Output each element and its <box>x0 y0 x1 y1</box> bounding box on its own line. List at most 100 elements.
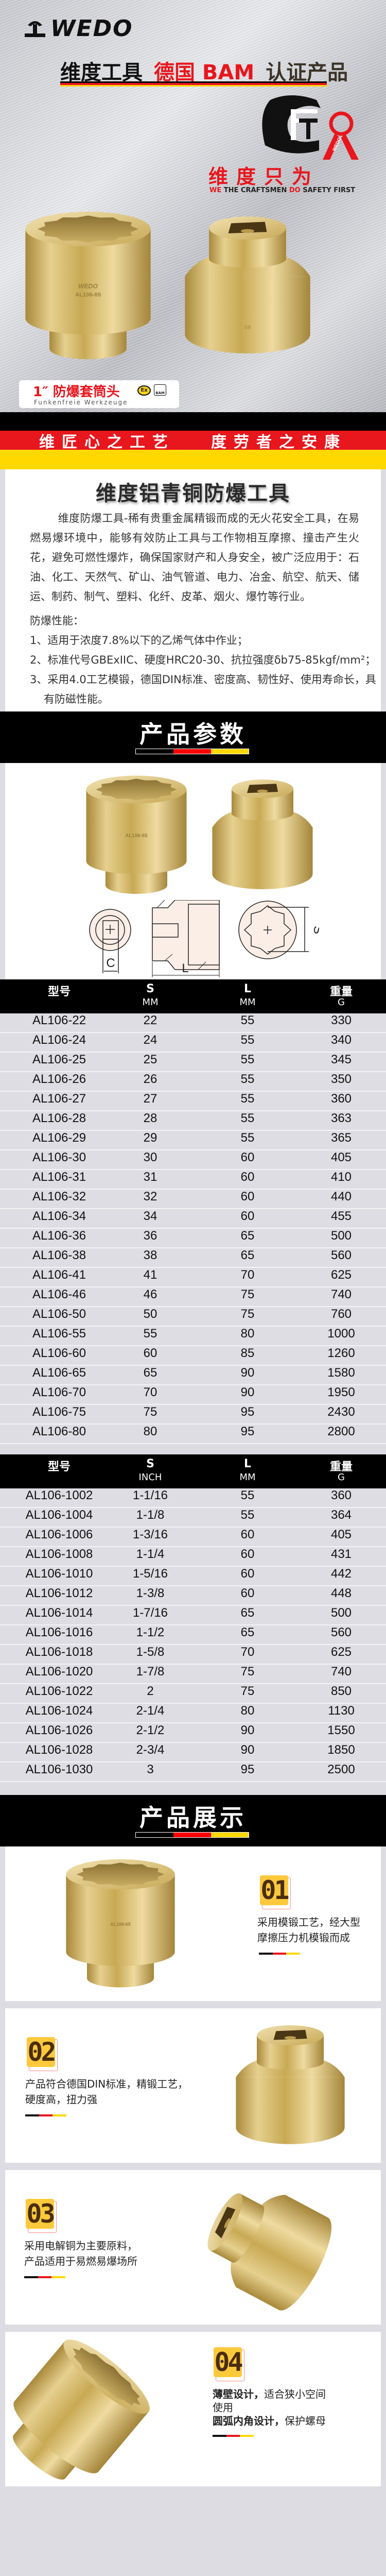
table-header: 型号 S INCH L MM 重量 G <box>0 1454 386 1488</box>
feature-number-badge: 03 <box>26 2199 57 2233</box>
table-row: AL106-29 29 55 365 <box>0 1131 386 1150</box>
feature-line-bold: 薄壁设计， <box>213 2388 264 2400</box>
cell-model: AL106-1022 <box>25 1684 93 1698</box>
cell-model: AL106-65 <box>32 1366 86 1380</box>
cell-model: AL106-30 <box>32 1150 86 1164</box>
cell-l: 55 <box>240 1092 255 1106</box>
cell-l: 60 <box>240 1528 255 1541</box>
cell-weight: 363 <box>330 1111 352 1125</box>
cell-s: 36 <box>143 1229 157 1243</box>
badge-title: 1″ 防爆套筒头 <box>33 381 120 400</box>
socket-size-mark: 65 <box>244 324 251 330</box>
column-header: 重量 G <box>295 982 386 1008</box>
param-socket-square-drive <box>208 773 317 897</box>
table-row: AL106-32 32 60 440 <box>0 1190 386 1209</box>
hero-banner: WEDO 维度工具 德国 BAM 认证产品 WEDO 维度只为 WE THE C… <box>0 0 386 412</box>
cell-weight: 1000 <box>327 1327 355 1341</box>
cell-l: 95 <box>240 1405 255 1419</box>
cell-s: 24 <box>143 1033 157 1047</box>
cell-weight: 1130 <box>328 1704 355 1718</box>
cell-weight: 500 <box>330 1229 352 1243</box>
hero-tagline: WE THE CRAFTSMEN DO SAFETY FIRST <box>209 187 355 194</box>
socket-model-mark: AL106-65 <box>110 1922 131 1927</box>
table-row: AL106-1008 1-1/4 60 431 <box>0 1547 386 1567</box>
column-header: L MM <box>201 1458 294 1483</box>
table-row: AL106-1026 2-1/2 90 1550 <box>0 1723 386 1743</box>
flag-band-red <box>0 431 386 450</box>
cell-model: AL106-1028 <box>25 1743 93 1757</box>
cell-weight: 740 <box>330 1665 352 1679</box>
hero-headline: 维度工具 德国 BAM 认证产品 <box>60 56 348 86</box>
cell-model: AL106-75 <box>32 1405 86 1419</box>
cell-s: 1-1/4 <box>136 1547 165 1561</box>
table-row: AL106-1006 1-3/16 60 405 <box>0 1528 386 1547</box>
table-row: AL106-31 31 60 410 <box>0 1170 386 1190</box>
cell-weight: 440 <box>330 1190 352 1204</box>
cell-weight: 442 <box>330 1567 352 1581</box>
cell-l: 75 <box>240 1684 255 1698</box>
cft-certification-logo: WEDO <box>262 95 359 160</box>
badge-size: 1″ <box>33 384 48 400</box>
cell-l: 90 <box>240 1723 255 1737</box>
tagline-we: WE <box>209 187 222 194</box>
cell-s: 1-1/16 <box>132 1488 168 1502</box>
table-row: AL106-1014 1-7/16 65 500 <box>0 1606 386 1625</box>
table-row: AL106-1012 1-3/8 60 448 <box>0 1586 386 1606</box>
cell-s: 32 <box>143 1190 157 1204</box>
cell-weight: 1850 <box>327 1743 355 1757</box>
params-section-header: 产品参数 <box>0 711 386 763</box>
socket-model-mark: AL106-65 <box>75 292 101 298</box>
table-row: AL106-26 26 55 350 <box>0 1072 386 1092</box>
badge-number: 01 <box>260 1875 290 1905</box>
tagline-do: DO <box>289 187 301 194</box>
column-header: 型号 <box>13 1458 106 1473</box>
cell-model: AL106-1018 <box>25 1645 93 1659</box>
table-row: AL106-70 70 90 1950 <box>0 1385 386 1405</box>
cell-l: 55 <box>240 1111 255 1125</box>
table-row: AL106-50 50 75 760 <box>0 1307 386 1327</box>
feature-text-4: 薄壁设计，适合狭小空间 使用 圆弧内角设计，保护螺母 <box>213 2387 326 2428</box>
cell-s: 46 <box>143 1287 157 1301</box>
cell-model: AL106-1004 <box>25 1508 93 1522</box>
cell-l: 75 <box>240 1665 255 1679</box>
table-row: AL106-38 38 65 560 <box>0 1248 386 1268</box>
cell-model: AL106-26 <box>32 1072 86 1086</box>
column-header: S MM <box>104 982 197 1008</box>
table-row: AL106-1018 1-5/8 70 625 <box>0 1645 386 1665</box>
table-row: AL106-60 60 85 1260 <box>0 1346 386 1366</box>
cell-model: AL106-1010 <box>25 1567 93 1581</box>
badge-number: 03 <box>26 2199 56 2229</box>
badge-number: 02 <box>27 2037 57 2067</box>
cell-model: AL106-38 <box>32 1248 86 1262</box>
cell-s: 2 <box>147 1684 154 1698</box>
cell-weight: 2800 <box>327 1425 355 1438</box>
cell-s: 1-7/16 <box>132 1606 168 1620</box>
cell-l: 60 <box>240 1567 255 1581</box>
table-row: AL106-1002 1-1/16 55 360 <box>0 1488 386 1508</box>
wedo-emblem-icon <box>25 21 45 37</box>
feature-number-badge: 04 <box>214 2347 244 2381</box>
cell-l: 90 <box>240 1385 255 1399</box>
cell-model: AL106-25 <box>32 1053 86 1066</box>
cell-l: 80 <box>240 1704 255 1718</box>
cell-weight: 760 <box>330 1307 352 1321</box>
feature-line: 摩擦压力机模锻而成 <box>257 1931 350 1944</box>
cell-model: AL106-1008 <box>25 1547 93 1561</box>
cell-model: AL106-31 <box>32 1170 86 1184</box>
intro-item-3-cont: 有防磁性能。 <box>44 693 109 705</box>
cell-model: AL106-24 <box>32 1033 86 1047</box>
cell-s: 1-3/16 <box>132 1528 168 1541</box>
tagline-mid: THE CRAFTSMEN <box>221 187 289 194</box>
cell-s: 1-5/16 <box>132 1567 168 1581</box>
tricolor-mini-bar <box>24 2276 66 2278</box>
intro-item-3: 3、采用4.0工艺模锻，德国DIN标准、密度高、韧性好、使用寿命长，具 <box>30 673 376 686</box>
params-card: AL106-65 C L S <box>5 763 381 979</box>
showcase-socket-drive <box>232 2019 349 2153</box>
socket-brand-mark: WEDO <box>78 283 98 290</box>
cell-l: 70 <box>240 1268 255 1282</box>
feature-line: 采用电解铜为主要原料， <box>24 2240 137 2252</box>
cell-s: 55 <box>143 1327 157 1341</box>
feature-line: 圆弧内角设计，保护螺母 <box>213 2414 326 2428</box>
cell-l: 75 <box>240 1287 255 1301</box>
table-row: AL106-25 25 55 345 <box>0 1053 386 1072</box>
